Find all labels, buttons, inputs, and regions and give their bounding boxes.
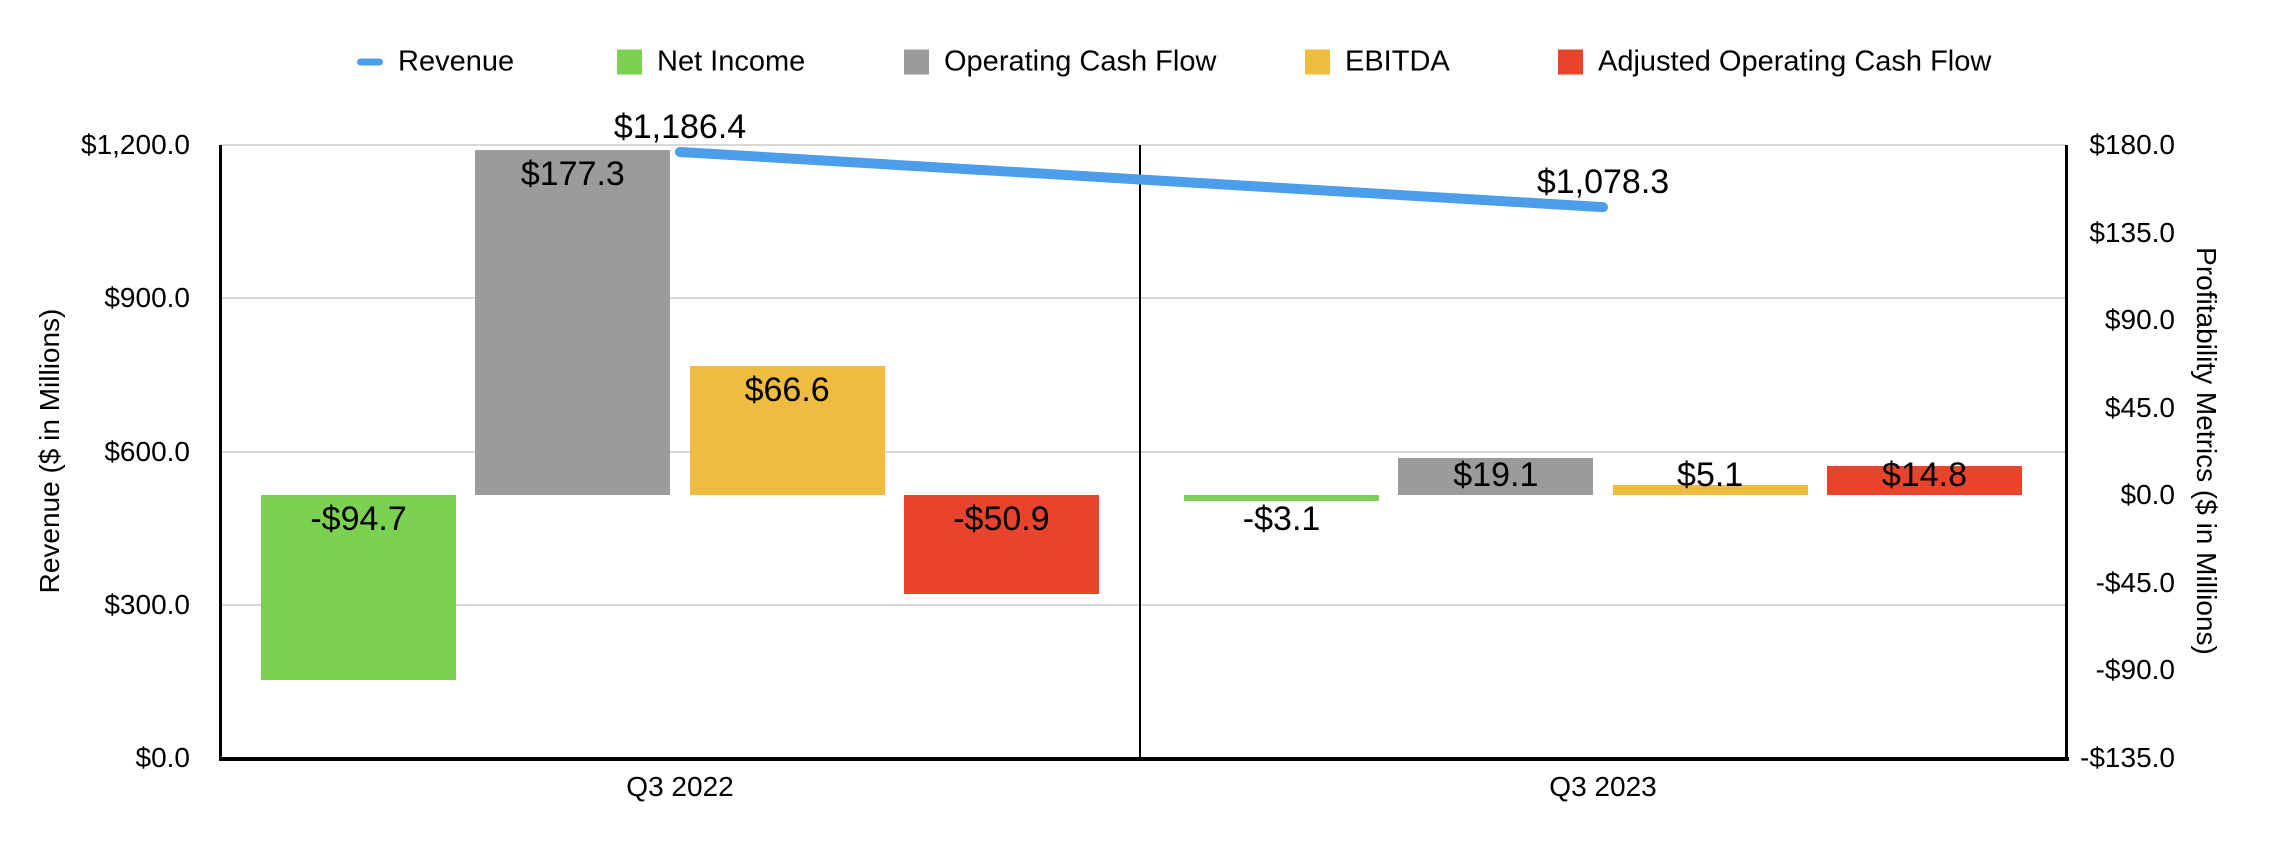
right-axis-tick--45: -$45.0 bbox=[2095, 566, 2175, 598]
right-axis-tick-135: $135.0 bbox=[2089, 216, 2175, 248]
legend-label: EBITDA bbox=[1345, 45, 1450, 78]
bar-net-income-q3-2023 bbox=[1184, 495, 1380, 502]
left-axis-tick-1200: $1,200.0 bbox=[81, 129, 190, 160]
legend-label: Adjusted Operating Cash Flow bbox=[1598, 45, 1992, 78]
category-label-q3-2023: Q3 2023 bbox=[1549, 771, 1657, 802]
right-axis-title: Profitability Metrics ($ in Millions) bbox=[2191, 247, 2222, 655]
right-axis-tick-180: $180.0 bbox=[2089, 129, 2175, 160]
bar-operating-cash-flow-q3-2022 bbox=[475, 150, 671, 496]
legend-label: Net Income bbox=[657, 45, 806, 78]
left-axis-tick-600: $600.0 bbox=[104, 435, 190, 467]
bar-adjusted-operating-cash-flow-q3-2022 bbox=[903, 495, 1099, 595]
revenue-line-path bbox=[675, 146, 1608, 213]
bar-value-label-operating-cash-flow-q3-2022: $177.3 bbox=[520, 155, 625, 194]
operating-cash-flow-legend-swatch-icon bbox=[904, 49, 929, 75]
bar-value-label-ebitda-q3-2023: $5.1 bbox=[1677, 456, 1744, 495]
right-axis-tick-45: $45.0 bbox=[2104, 391, 2175, 423]
right-axis-tick-0: $0.0 bbox=[2120, 479, 2176, 511]
gridline-1200 bbox=[220, 144, 2066, 146]
revenue-legend-line-icon bbox=[357, 58, 383, 66]
left-axis-tick-0: $0.0 bbox=[135, 742, 191, 773]
line-value-label-revenue-q3-2023: $1,078.3 bbox=[1536, 163, 1670, 202]
gridline-600 bbox=[220, 450, 2066, 453]
ebitda-legend-swatch-icon bbox=[1305, 49, 1330, 75]
right-axis-tick--135: -$135.0 bbox=[2080, 742, 2175, 773]
legend-item-adjusted-operating-cash-flow: Adjusted Operating Cash Flow bbox=[1558, 45, 1992, 78]
legend-item-ebitda: EBITDA bbox=[1305, 45, 1450, 78]
legend-item-operating-cash-flow: Operating Cash Flow bbox=[904, 45, 1217, 78]
legend-label: Operating Cash Flow bbox=[944, 45, 1217, 78]
gridline-900 bbox=[220, 297, 2066, 300]
bar-value-label-ebitda-q3-2022: $66.6 bbox=[744, 370, 830, 409]
left-axis-title: Revenue ($ in Millions) bbox=[34, 308, 65, 594]
legend-label: Revenue bbox=[398, 45, 515, 78]
panel-divider-line bbox=[1138, 145, 1142, 758]
gridline-300 bbox=[220, 603, 2066, 606]
legend-item-revenue: Revenue bbox=[357, 45, 515, 78]
net-income-legend-swatch-icon bbox=[617, 49, 642, 75]
right-axis-line bbox=[2064, 145, 2068, 761]
bar-ebitda-q3-2023 bbox=[1612, 485, 1808, 496]
bar-operating-cash-flow-q3-2023 bbox=[1398, 458, 1594, 496]
right-axis-tick-90: $90.0 bbox=[2104, 304, 2175, 336]
left-axis-tick-900: $900.0 bbox=[104, 282, 190, 314]
adjusted-operating-cash-flow-legend-swatch-icon bbox=[1558, 49, 1583, 75]
legend-item-net-income: Net Income bbox=[617, 45, 806, 78]
left-axis-line bbox=[218, 145, 222, 761]
bar-net-income-q3-2022 bbox=[261, 495, 457, 680]
bar-value-label-net-income-q3-2023: -$3.1 bbox=[1242, 500, 1321, 539]
bottom-axis-line bbox=[218, 757, 2069, 761]
line-value-label-revenue-q3-2022: $1,186.4 bbox=[613, 107, 747, 146]
bar-ebitda-q3-2022 bbox=[689, 365, 885, 496]
bar-value-label-net-income-q3-2022: -$94.7 bbox=[310, 500, 407, 539]
category-label-q3-2022: Q3 2022 bbox=[626, 771, 734, 802]
bar-value-label-adjusted-operating-cash-flow-q3-2022: -$50.9 bbox=[953, 500, 1050, 539]
left-axis-tick-300: $300.0 bbox=[104, 588, 190, 620]
bar-value-label-adjusted-operating-cash-flow-q3-2023: $14.8 bbox=[1881, 456, 1967, 495]
bar-adjusted-operating-cash-flow-q3-2023 bbox=[1826, 466, 2022, 496]
bar-value-label-operating-cash-flow-q3-2023: $19.1 bbox=[1453, 456, 1539, 495]
right-axis-tick--90: -$90.0 bbox=[2095, 654, 2175, 686]
